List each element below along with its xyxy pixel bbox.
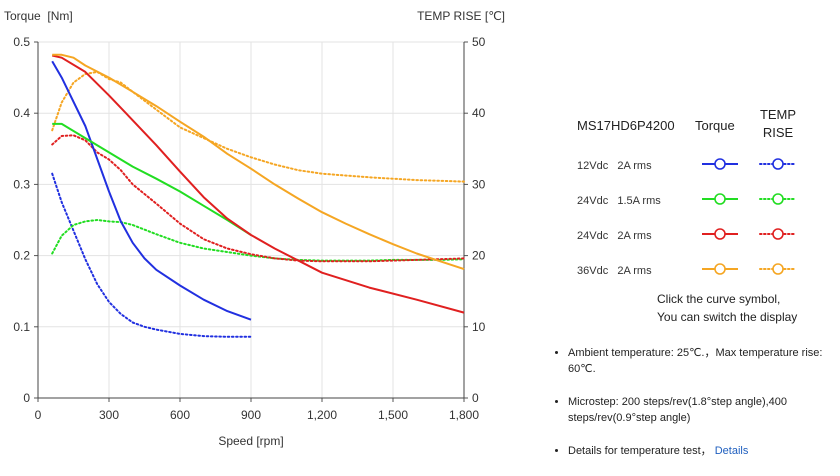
torque-curve-3[interactable]: [51, 54, 465, 314]
legend-circle-marker: [772, 158, 784, 170]
y-right-tick-label: 0: [472, 391, 479, 405]
x-axis-label: Speed [rpm]: [218, 434, 283, 448]
legend-circle-marker: [772, 263, 784, 275]
temp-rise-curve-3[interactable]: [51, 134, 465, 263]
legend-row[interactable]: 36Vdc 2A rms: [560, 255, 830, 290]
x-tick-label: 900: [241, 408, 261, 422]
legend-circle-marker: [714, 228, 726, 240]
legend-circle-marker: [714, 193, 726, 205]
note-details: Details for temperature test， Details: [568, 443, 840, 459]
legend-circle-marker: [772, 193, 784, 205]
legend-circle-marker: [714, 263, 726, 275]
torque-symbol[interactable]: [700, 224, 740, 244]
y-right-tick-label: 30: [472, 177, 486, 191]
note-microstep: Microstep: 200 steps/rev(1.8°step angle)…: [568, 394, 840, 426]
legend-header: MS17HD6P4200 Torque TEMP RISE: [560, 100, 830, 150]
legend-rows: 12Vdc 2A rms 24Vdc 1.5A rms 24Vdc 2A rms 36…: [560, 150, 830, 290]
legend-torque-header: Torque: [695, 118, 735, 133]
toggle-hint: Click the curve symbol, You can switch t…: [657, 292, 798, 324]
legend: MS17HD6P4200 Torque TEMP RISE 12Vdc 2A rm…: [560, 100, 830, 290]
legend-row[interactable]: 24Vdc 2A rms: [560, 220, 830, 255]
details-link[interactable]: Details: [714, 445, 749, 457]
legend-model-name: MS17HD6P4200: [577, 118, 675, 133]
series-lines[interactable]: [51, 53, 465, 338]
note-ambient: Ambient temperature: 25℃.，Max temperatur…: [568, 345, 840, 377]
legend-row-label: 36Vdc 2A rms: [577, 265, 652, 277]
legend-row-label: 24Vdc 2A rms: [577, 230, 652, 242]
torque-curve-4[interactable]: [52, 53, 465, 271]
legend-row-label: 24Vdc 1.5A rms: [577, 195, 661, 207]
temp-rise-symbol[interactable]: [758, 259, 798, 279]
y-right-tick-label: 50: [472, 35, 486, 49]
legend-circle-marker: [714, 158, 726, 170]
x-tick-label: 1,800: [449, 408, 479, 422]
torque-symbol[interactable]: [700, 154, 740, 174]
y-left-tick-label: 0.3: [13, 177, 30, 191]
temp-rise-symbol[interactable]: [758, 154, 798, 174]
y-left-tick-label: 0: [23, 391, 30, 405]
temp-rise-curve-4[interactable]: [51, 70, 465, 183]
torque-curve-1[interactable]: [51, 60, 252, 321]
y-right-axis-label: TEMP RISE [℃]: [417, 9, 505, 23]
torque-speed-chart: Torque [Nm] TEMP RISE [℃] Speed [rpm] 0 3…: [4, 9, 505, 448]
y-left-tick-label: 0.4: [13, 106, 30, 120]
legend-circle-marker: [772, 228, 784, 240]
x-tick-label: 300: [99, 408, 119, 422]
y-left-tick-label: 0.5: [13, 35, 30, 49]
temp-rise-symbol[interactable]: [758, 189, 798, 209]
axes: 0 300 600 900 1,200 1,500 1,80000.10.20.30.40.…: [13, 35, 485, 422]
y-right-tick-label: 20: [472, 249, 486, 263]
y-right-tick-label: 10: [472, 320, 486, 334]
x-tick-label: 600: [170, 408, 190, 422]
temp-rise-curve-2[interactable]: [51, 219, 465, 262]
torque-symbol[interactable]: [700, 259, 740, 279]
y-left-tick-label: 0.2: [13, 249, 30, 263]
temp-rise-curve-1[interactable]: [51, 172, 252, 338]
temp-rise-symbol[interactable]: [758, 224, 798, 244]
notes-list: Ambient temperature: 25℃.，Max temperatur…: [553, 345, 840, 476]
torque-curve-2[interactable]: [52, 122, 252, 236]
legend-row-label: 12Vdc 2A rms: [577, 160, 652, 172]
legend-row[interactable]: 24Vdc 1.5A rms: [560, 185, 830, 220]
x-tick-label: 1,500: [378, 408, 408, 422]
y-right-tick-label: 40: [472, 106, 486, 120]
torque-symbol[interactable]: [700, 189, 740, 209]
x-tick-label: 0: [35, 408, 42, 422]
legend-row[interactable]: 12Vdc 2A rms: [560, 150, 830, 185]
y-left-tick-label: 0.1: [13, 320, 30, 334]
legend-temp-rise-header: TEMP RISE: [759, 107, 797, 140]
x-tick-label: 1,200: [307, 408, 337, 422]
y-left-axis-label: Torque [Nm]: [4, 9, 73, 23]
